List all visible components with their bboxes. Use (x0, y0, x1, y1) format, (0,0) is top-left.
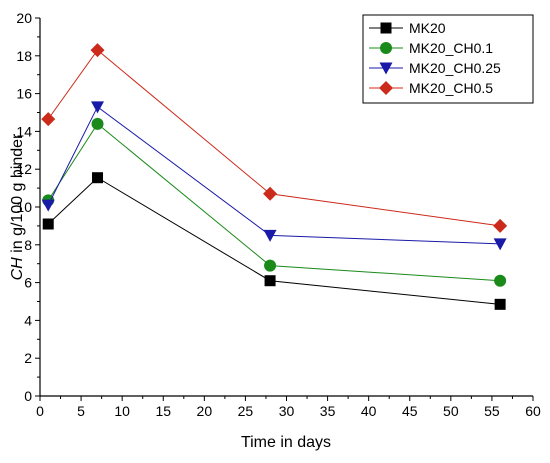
y-tick-label: 12 (16, 161, 32, 177)
legend-marker (379, 62, 393, 75)
x-tick-label: 50 (443, 403, 459, 419)
x-tick-label: 40 (361, 403, 377, 419)
legend-marker (379, 81, 393, 95)
y-axis-title-symbol: CH (9, 257, 26, 281)
legend-label: MK20_CH0.1 (409, 40, 493, 56)
y-tick-label: 0 (24, 388, 32, 404)
x-tick-label: 60 (525, 403, 541, 419)
x-tick-label: 5 (77, 403, 85, 419)
x-tick-label: 0 (36, 403, 44, 419)
x-axis-title: Time in days (241, 434, 331, 451)
x-tick-label: 10 (114, 403, 130, 419)
series-line (47, 106, 501, 245)
data-point (91, 117, 104, 130)
y-ticks: 0 2 4 6 8 10 12 14 16 18 20 (16, 10, 40, 404)
series-0 (42, 172, 506, 310)
series-layer (41, 43, 508, 310)
legend-item-3: MK20_CH0.5 (369, 80, 493, 96)
y-tick-label: 8 (24, 237, 32, 253)
data-point (41, 199, 55, 212)
x-tick-label: 30 (279, 403, 295, 419)
data-point (493, 218, 508, 233)
legend-label: MK20_CH0.5 (409, 80, 493, 96)
series-3 (41, 43, 508, 233)
legend-marker (380, 42, 392, 54)
y-tick-label: 6 (24, 275, 32, 291)
x-tick-label: 20 (197, 403, 213, 419)
x-tick-label: 35 (320, 403, 336, 419)
data-point (90, 43, 105, 58)
legend: MK20 MK20_CH0.1 MK20_CH0.25 MK20_CH0.5 (362, 14, 534, 104)
series-line (47, 123, 501, 282)
data-point (92, 172, 104, 184)
y-tick-label: 4 (24, 312, 32, 328)
y-axis-title-unit: in g/100 g binder (9, 133, 26, 257)
data-point (42, 218, 54, 230)
x-ticks: 0 5 10 15 20 25 30 35 40 45 50 55 60 (36, 396, 541, 419)
series-line (47, 177, 501, 305)
y-tick-label: 18 (16, 48, 32, 64)
legend-marker (380, 22, 392, 34)
y-axis-title: CH in g/100 g binder (9, 133, 26, 280)
legend-item-0: MK20 (369, 20, 446, 36)
y-tick-label: 20 (16, 10, 32, 26)
legend-label: MK20_CH0.25 (409, 60, 501, 76)
data-point (263, 229, 277, 242)
data-point (41, 112, 56, 127)
legend-item-2: MK20_CH0.25 (369, 60, 501, 76)
data-point (494, 298, 506, 310)
y-tick-label: 10 (16, 199, 32, 215)
y-tick-label: 16 (16, 86, 32, 102)
series-2 (41, 101, 507, 251)
data-point (264, 259, 277, 272)
y-tick-label: 2 (24, 350, 32, 366)
data-point (264, 275, 276, 287)
x-tick-label: 55 (484, 403, 500, 419)
x-tick-label: 45 (402, 403, 418, 419)
series-1 (42, 117, 507, 287)
legend-item-1: MK20_CH0.1 (369, 40, 493, 56)
data-point (91, 101, 105, 114)
legend-label: MK20 (409, 20, 446, 36)
data-point (494, 274, 507, 287)
y-tick-label: 14 (16, 123, 32, 139)
x-tick-label: 15 (155, 403, 171, 419)
x-tick-label: 25 (238, 403, 254, 419)
series-line (47, 49, 501, 227)
data-point (263, 186, 278, 201)
data-point (493, 238, 507, 251)
